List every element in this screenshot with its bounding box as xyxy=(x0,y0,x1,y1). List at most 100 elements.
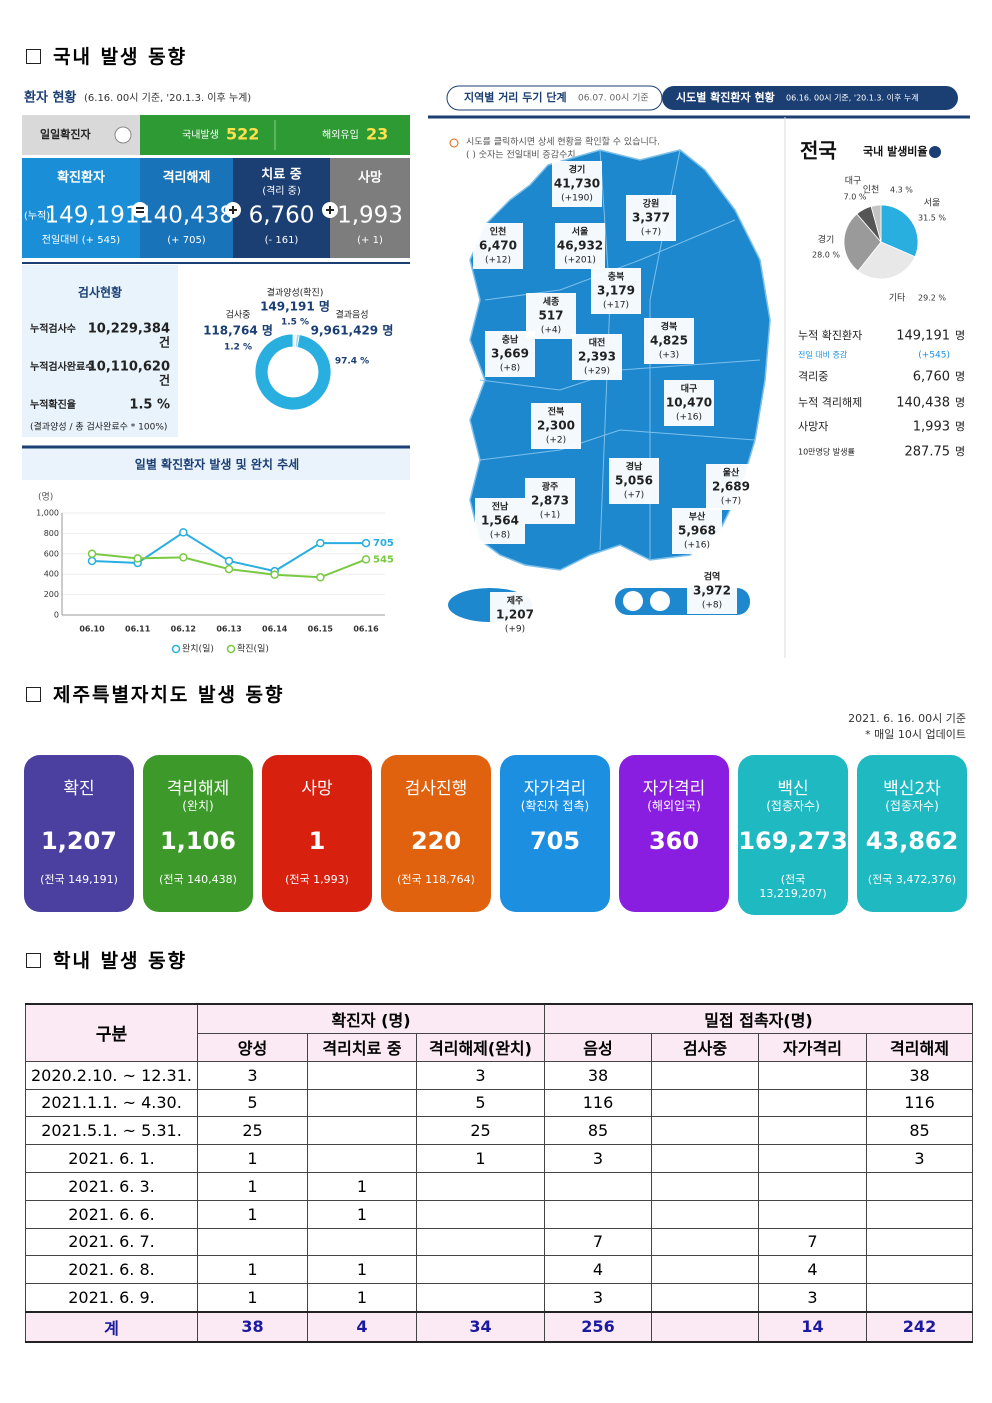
card-title: 격리해제 xyxy=(166,779,230,799)
table-cell: 2021. 6. 8. xyxy=(25,1255,198,1285)
point xyxy=(87,556,97,566)
table-cell xyxy=(651,1171,759,1201)
table-cell xyxy=(544,1199,652,1229)
region-box xyxy=(644,318,694,364)
label: 누적검사완료수 xyxy=(30,360,94,373)
table-cell: 1 xyxy=(307,1171,417,1201)
table-cell: 3 xyxy=(758,1283,867,1313)
table-cell xyxy=(416,1171,545,1201)
label: 140,438 xyxy=(139,203,234,229)
label: 광주 xyxy=(542,481,559,493)
table-row: 2021. 6. 7. 7 7 xyxy=(25,1227,973,1257)
label: 충남 xyxy=(502,334,519,346)
table-cell xyxy=(651,1060,759,1090)
tests-bg xyxy=(22,265,178,437)
card-value: 1,106 xyxy=(160,827,236,855)
x-tick-label: 06.15 xyxy=(308,625,334,634)
panel-title: 환자 현황 xyxy=(24,90,76,106)
label: 경남 xyxy=(626,461,643,473)
stat-card: 자가격리 (확진자 접촉) 705 xyxy=(500,755,610,912)
table-cell: 2021. 6. 9. xyxy=(25,1283,198,1313)
x-tick-label: 06.13 xyxy=(216,625,241,634)
label: 국내 발생비율 xyxy=(863,144,928,158)
table-cell xyxy=(866,1255,973,1285)
table-cell xyxy=(651,1283,759,1313)
point xyxy=(133,554,142,563)
label: 2,689 xyxy=(712,480,750,494)
label: 3,179 xyxy=(597,284,635,298)
table-cell: 116 xyxy=(866,1088,973,1118)
label: 명 xyxy=(955,396,965,409)
table-cell xyxy=(307,1144,417,1173)
label: (+545) xyxy=(918,351,950,361)
label: (+17) xyxy=(603,301,629,311)
header-cell: 자가격리 xyxy=(758,1033,867,1062)
card-national: (전국 118,764) xyxy=(397,873,475,886)
label: (격리 중) xyxy=(262,184,301,197)
x-tick-label: 06.16 xyxy=(353,625,379,634)
operator-icon xyxy=(229,206,237,214)
table-cell: 38 xyxy=(544,1060,652,1090)
stat-card: 백신2차 (접종자수) 43,862 (전국 3,472,376) xyxy=(857,755,967,912)
label: (+7) xyxy=(641,228,661,238)
label: 누적 확진환자 xyxy=(798,329,862,342)
x-tick-label: 06.14 xyxy=(262,625,288,634)
table-cell xyxy=(307,1060,417,1090)
y-tick-label: 1,000 xyxy=(36,509,59,518)
y-tick-label: 0 xyxy=(54,611,59,620)
table-cell xyxy=(758,1088,867,1118)
region-box xyxy=(525,478,575,524)
label: 3,972 xyxy=(693,584,731,598)
table-cell: 1 xyxy=(307,1283,417,1313)
region-box xyxy=(706,464,756,510)
x-tick-label: 06.12 xyxy=(171,625,196,634)
label: 97.4 % xyxy=(335,357,369,367)
label: 5,056 xyxy=(615,474,653,488)
label: 3,377 xyxy=(632,211,670,225)
stat-card: 자가격리 (해외입국) 360 xyxy=(619,755,729,912)
card-national: (전국 3,472,376) xyxy=(867,873,957,886)
table-row: 2021. 6. 9. 1 1 3 3 xyxy=(25,1283,973,1313)
label: ( ) 숫자는 전일대비 증감수치 xyxy=(466,149,576,161)
help-icon xyxy=(929,146,941,158)
section-heading: 제주특별자치도 발생 동향 xyxy=(26,680,285,707)
date-box: 2021. 6. 16. 00시 기준 * 매일 10시 업데이트 xyxy=(848,711,966,743)
label: (+9) xyxy=(505,625,525,635)
label: 명 xyxy=(955,329,965,342)
label: 충북 xyxy=(608,271,625,283)
table-cell xyxy=(416,1199,545,1229)
region-box xyxy=(552,161,602,207)
label: 서울 xyxy=(924,198,941,209)
table-row: 2021. 6. 8. 1 1 4 4 xyxy=(25,1255,973,1285)
card-value: 220 xyxy=(410,827,462,855)
label: 1,993 xyxy=(913,420,950,435)
card-subtitle: (완치) xyxy=(182,799,214,813)
label: 41,730 xyxy=(554,177,600,191)
label: 522 xyxy=(226,125,259,144)
point xyxy=(361,538,371,548)
table-cell: 256 xyxy=(544,1310,652,1343)
label: 4,825 xyxy=(650,334,688,348)
table-cell xyxy=(758,1199,867,1229)
table-cell xyxy=(866,1199,973,1229)
table-cell: 3 xyxy=(416,1060,545,1090)
label: 시도별 확진환자 현황 xyxy=(676,90,775,104)
port-icon xyxy=(650,591,670,611)
label: 149,191 xyxy=(896,329,950,344)
airport-icon xyxy=(623,591,643,611)
label: 28.0 % xyxy=(812,251,840,260)
stat-card: 확진 1,207 (전국 149,191) xyxy=(24,755,134,912)
table-cell xyxy=(651,1227,759,1257)
header-cell: 밀접 접촉자(명) xyxy=(544,1003,973,1034)
card-title: 백신 xyxy=(777,779,809,799)
label: (+1) xyxy=(540,511,560,521)
table-cell: 2021. 6. 3. xyxy=(25,1171,198,1201)
label: 사망자 xyxy=(798,420,828,433)
card-national: (전국 13,219,207) xyxy=(759,873,827,900)
label: 149,191 명 xyxy=(260,300,330,314)
table-cell: 1 xyxy=(197,1171,308,1201)
table-cell: 1 xyxy=(197,1255,308,1285)
label: 전일대비 (+ 545) xyxy=(42,234,121,246)
